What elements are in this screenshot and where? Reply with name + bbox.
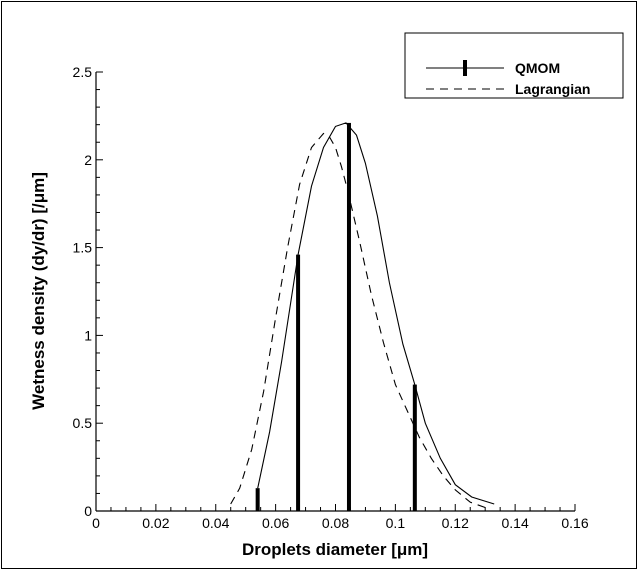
plot-area: 0 0.02 0.04 0.06 0.08 0.1 0.12 0.14 0.16 0 0.5 1 1.…: [73, 64, 589, 531]
qmom-bar: [346, 122, 351, 511]
series-line-lagrangian: [230, 132, 486, 509]
legend-box: [404, 32, 624, 99]
series-layer: [230, 122, 495, 509]
x-ticks: 0 0.02 0.04 0.06 0.08 0.1 0.12 0.14 0.16: [92, 504, 589, 531]
x-axis-title: Droplets diameter [μm]: [242, 540, 428, 559]
qmom-bar: [296, 254, 301, 511]
y-tick-label: 0: [84, 503, 92, 519]
x-tick-label: 0.14: [502, 515, 529, 531]
qmom-bars: [255, 122, 417, 511]
y-ticks: 0 0.5 1 1.5 2 2.5: [73, 64, 103, 519]
x-tick-label: 0.02: [142, 515, 169, 531]
x-tick-label: 0.04: [202, 515, 229, 531]
y-axis-title: Wetness density (dy/dr) [/μm]: [29, 172, 48, 410]
x-tick-label: 0.08: [322, 515, 349, 531]
y-tick-label: 2: [84, 152, 92, 168]
x-tick-label: 0.1: [386, 515, 406, 531]
y-tick-label: 1: [84, 327, 92, 343]
x-tick-label: 0: [92, 515, 100, 531]
x-tick-label: 0.12: [442, 515, 469, 531]
legend-qmom-bar: [463, 60, 467, 76]
legend-qmom-label: QMOM: [515, 60, 560, 76]
y-tick-label: 2.5: [73, 64, 93, 80]
x-tick-label: 0.16: [561, 515, 588, 531]
legend: QMOM Lagrangian: [404, 32, 624, 99]
y-tick-label: 1.5: [73, 240, 93, 256]
series-line-qmom: [257, 122, 495, 505]
legend-lagrangian-label: Lagrangian: [515, 81, 590, 97]
qmom-bar: [412, 384, 417, 511]
x-tick-label: 0.06: [262, 515, 289, 531]
y-tick-label: 0.5: [73, 415, 93, 431]
qmom-bar: [255, 488, 260, 511]
